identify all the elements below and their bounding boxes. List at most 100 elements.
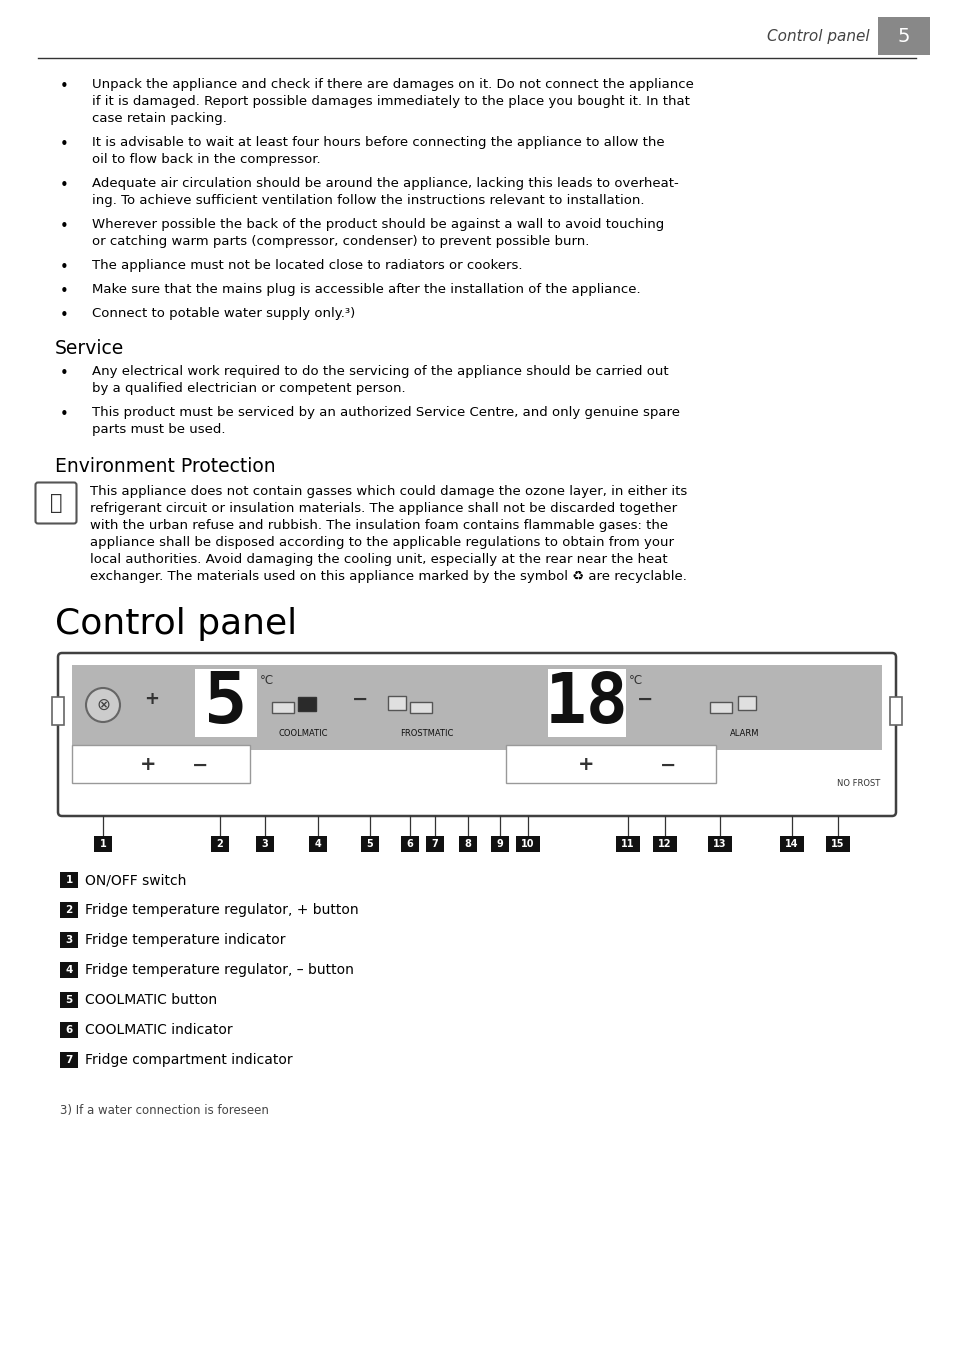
Bar: [52, 698, 64, 725]
Text: or catching warm parts (compressor, condenser) to prevent possible burn.: or catching warm parts (compressor, cond…: [91, 235, 589, 247]
Text: refrigerant circuit or insulation materials. The appliance shall not be discarde: refrigerant circuit or insulation materi…: [90, 502, 677, 515]
Bar: [547, 669, 625, 737]
Text: if it is damaged. Report possible damages immediately to the place you bought it: if it is damaged. Report possible damage…: [91, 95, 689, 108]
Text: °C: °C: [628, 675, 642, 687]
Text: Unpack the appliance and check if there are damages on it. Do not connect the ap: Unpack the appliance and check if there …: [91, 78, 693, 91]
Bar: [889, 698, 901, 725]
Bar: [60, 1022, 78, 1038]
Text: The appliance must not be located close to radiators or cookers.: The appliance must not be located close …: [91, 260, 522, 272]
Text: +: +: [139, 756, 156, 775]
Text: 2: 2: [66, 904, 72, 915]
Text: •: •: [59, 407, 69, 422]
Bar: [272, 702, 294, 713]
Text: Wherever possible the back of the product should be against a wall to avoid touc: Wherever possible the back of the produc…: [91, 218, 663, 231]
Text: local authorities. Avoid damaging the cooling unit, especially at the rear near : local authorities. Avoid damaging the co…: [90, 553, 667, 566]
Bar: [505, 745, 716, 783]
Text: COOLMATIC indicator: COOLMATIC indicator: [85, 1023, 233, 1037]
Text: •: •: [59, 137, 69, 151]
Text: 14: 14: [784, 840, 798, 849]
Bar: [255, 836, 274, 852]
Text: •: •: [59, 260, 69, 274]
Bar: [738, 696, 755, 710]
Text: −: −: [637, 690, 653, 708]
Text: COOLMATIC button: COOLMATIC button: [85, 992, 217, 1007]
Text: •: •: [59, 78, 69, 95]
Bar: [410, 702, 432, 713]
Text: Any electrical work required to do the servicing of the appliance should be carr: Any electrical work required to do the s…: [91, 365, 668, 379]
Bar: [60, 992, 78, 1009]
Text: 6: 6: [66, 1025, 72, 1036]
Text: 6: 6: [406, 840, 413, 849]
Text: −: −: [192, 756, 208, 775]
Text: 3: 3: [66, 936, 72, 945]
Text: by a qualified electrician or competent person.: by a qualified electrician or competent …: [91, 383, 405, 395]
Text: 4: 4: [314, 840, 321, 849]
Text: −: −: [659, 756, 676, 775]
Text: 4: 4: [65, 965, 72, 975]
Text: Environment Protection: Environment Protection: [55, 457, 275, 476]
Text: Control panel: Control panel: [55, 607, 296, 641]
Bar: [780, 836, 803, 852]
Bar: [458, 836, 476, 852]
Bar: [388, 696, 406, 710]
Text: 5: 5: [66, 995, 72, 1005]
Bar: [491, 836, 509, 852]
Text: Make sure that the mains plug is accessible after the installation of the applia: Make sure that the mains plug is accessi…: [91, 283, 640, 296]
Bar: [309, 836, 327, 852]
Bar: [360, 836, 378, 852]
Text: case retain packing.: case retain packing.: [91, 112, 227, 124]
Text: COOLMATIC: COOLMATIC: [278, 729, 328, 738]
Text: •: •: [59, 366, 69, 381]
Text: Control panel: Control panel: [766, 30, 869, 45]
Text: Service: Service: [55, 339, 124, 358]
Text: 7: 7: [65, 1055, 72, 1065]
Circle shape: [86, 688, 120, 722]
Text: parts must be used.: parts must be used.: [91, 423, 225, 435]
Text: 1: 1: [99, 840, 107, 849]
Text: ing. To achieve sufficient ventilation follow the instructions relevant to insta: ing. To achieve sufficient ventilation f…: [91, 193, 644, 207]
Bar: [60, 932, 78, 948]
Bar: [707, 836, 731, 852]
Text: Fridge compartment indicator: Fridge compartment indicator: [85, 1053, 293, 1067]
Bar: [60, 902, 78, 918]
Text: ALARM: ALARM: [729, 729, 759, 738]
Text: −: −: [352, 690, 368, 708]
Bar: [60, 872, 78, 888]
Text: 3) If a water connection is foreseen: 3) If a water connection is foreseen: [60, 1105, 269, 1117]
Bar: [426, 836, 443, 852]
Text: 2: 2: [216, 840, 223, 849]
Bar: [400, 836, 418, 852]
Text: Connect to potable water supply only.³): Connect to potable water supply only.³): [91, 307, 355, 320]
Bar: [94, 836, 112, 852]
Text: 10: 10: [520, 840, 535, 849]
Text: •: •: [59, 284, 69, 299]
Text: •: •: [59, 219, 69, 234]
Text: exchanger. The materials used on this appliance marked by the symbol ♻ are recyc: exchanger. The materials used on this ap…: [90, 571, 686, 583]
Text: It is advisable to wait at least four hours before connecting the appliance to a: It is advisable to wait at least four ho…: [91, 137, 664, 149]
Text: NO FROST: NO FROST: [836, 779, 879, 788]
Bar: [71, 745, 250, 783]
FancyBboxPatch shape: [58, 653, 895, 817]
Text: 7: 7: [431, 840, 438, 849]
Text: 12: 12: [658, 840, 671, 849]
Text: ON/OFF switch: ON/OFF switch: [85, 873, 186, 887]
Text: This product must be serviced by an authorized Service Centre, and only genuine : This product must be serviced by an auth…: [91, 406, 679, 419]
Text: 15: 15: [830, 840, 843, 849]
Text: 3: 3: [261, 840, 268, 849]
Text: 8: 8: [464, 840, 471, 849]
Text: 18: 18: [544, 669, 628, 737]
Text: 5: 5: [204, 668, 248, 737]
Text: 9: 9: [497, 840, 503, 849]
Text: oil to flow back in the compressor.: oil to flow back in the compressor.: [91, 153, 320, 166]
Text: with the urban refuse and rubbish. The insulation foam contains flammable gases:: with the urban refuse and rubbish. The i…: [90, 519, 667, 531]
Text: •: •: [59, 308, 69, 323]
Text: 13: 13: [713, 840, 726, 849]
Text: FROSTMATIC: FROSTMATIC: [400, 729, 454, 738]
Text: 5: 5: [366, 840, 373, 849]
Bar: [60, 1052, 78, 1068]
Text: appliance shall be disposed according to the applicable regulations to obtain fr: appliance shall be disposed according to…: [90, 535, 673, 549]
Bar: [709, 702, 731, 713]
Text: Fridge temperature regulator, + button: Fridge temperature regulator, + button: [85, 903, 358, 917]
Bar: [60, 963, 78, 977]
Text: °C: °C: [260, 675, 274, 687]
